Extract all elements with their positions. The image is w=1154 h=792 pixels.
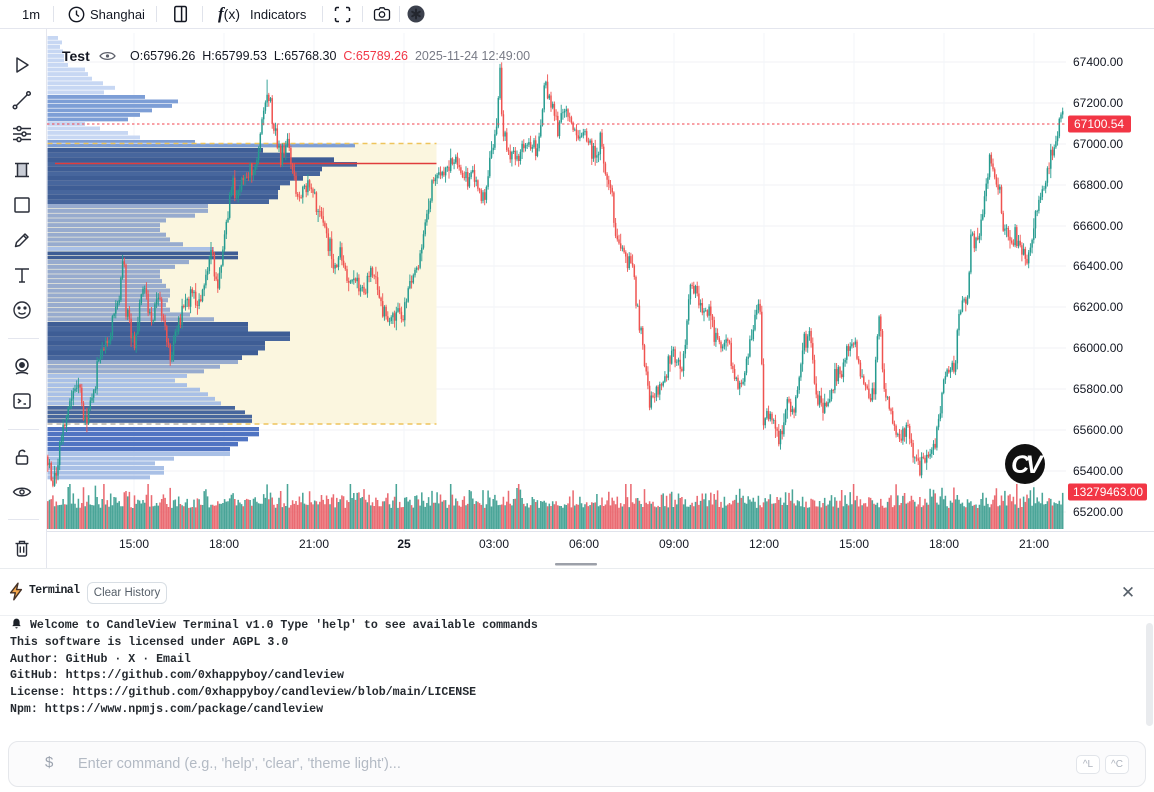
svg-text:65400.00: 65400.00 bbox=[1073, 464, 1123, 478]
svg-text:67100.54: 67100.54 bbox=[1074, 117, 1124, 131]
svg-text:66000.00: 66000.00 bbox=[1073, 341, 1123, 355]
svg-text:66400.00: 66400.00 bbox=[1073, 259, 1123, 273]
svg-text:67000.00: 67000.00 bbox=[1073, 137, 1123, 151]
svg-text:18:00: 18:00 bbox=[929, 537, 959, 551]
svg-text:15:00: 15:00 bbox=[839, 537, 869, 551]
svg-text:03:00: 03:00 bbox=[479, 537, 509, 551]
svg-text:18:00: 18:00 bbox=[209, 537, 239, 551]
svg-text:25: 25 bbox=[397, 537, 411, 551]
svg-text:65200.00: 65200.00 bbox=[1073, 505, 1123, 519]
svg-text:66800.00: 66800.00 bbox=[1073, 178, 1123, 192]
svg-text:21:00: 21:00 bbox=[299, 537, 329, 551]
svg-text:Test: Test bbox=[62, 48, 90, 64]
svg-text:66200.00: 66200.00 bbox=[1073, 300, 1123, 314]
svg-text:65800.00: 65800.00 bbox=[1073, 382, 1123, 396]
svg-text:21:00: 21:00 bbox=[1019, 537, 1049, 551]
svg-text:15:00: 15:00 bbox=[119, 537, 149, 551]
svg-text:09:00: 09:00 bbox=[659, 537, 689, 551]
svg-text:12:00: 12:00 bbox=[749, 537, 779, 551]
svg-text:13279463.00: 13279463.00 bbox=[1073, 485, 1143, 499]
svg-text:65600.00: 65600.00 bbox=[1073, 423, 1123, 437]
svg-text:O:65796.26 H:65799.53 L:6576: O:65796.26 H:65799.53 L:65768.30 C:65789… bbox=[130, 49, 530, 63]
svg-text:67400.00: 67400.00 bbox=[1073, 55, 1123, 69]
svg-text:67200.00: 67200.00 bbox=[1073, 96, 1123, 110]
svg-text:06:00: 06:00 bbox=[569, 537, 599, 551]
svg-text:66600.00: 66600.00 bbox=[1073, 219, 1123, 233]
